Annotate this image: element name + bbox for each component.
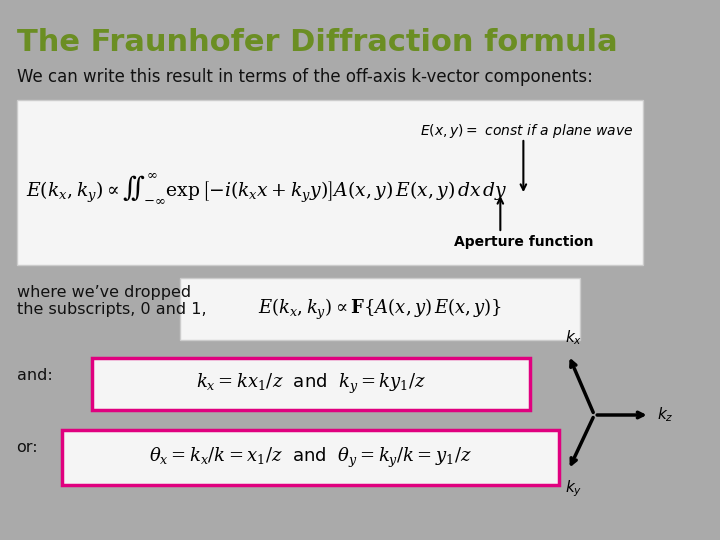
Text: where we’ve dropped
the subscripts, 0 and 1,: where we’ve dropped the subscripts, 0 an… <box>17 285 206 318</box>
Bar <box>62 430 559 485</box>
Bar <box>92 358 530 410</box>
Text: $E\left(k_x, k_y\right) \propto \int\!\!\int_{-\infty}^{\infty} \exp\left[-i\lef: $E\left(k_x, k_y\right) \propto \int\!\!… <box>26 170 508 205</box>
Text: Aperture function: Aperture function <box>454 235 593 249</box>
Text: $k_y$: $k_y$ <box>565 478 582 498</box>
Text: The Fraunhofer Diffraction formula: The Fraunhofer Diffraction formula <box>17 28 617 57</box>
Text: $k_z$: $k_z$ <box>657 406 674 424</box>
Text: $k_x$: $k_x$ <box>565 328 582 347</box>
Bar <box>180 278 580 340</box>
Text: $E(x,y) =$ const if a plane wave: $E(x,y) =$ const if a plane wave <box>420 122 634 140</box>
Text: $k_x = kx_1/z$  and  $k_y = ky_1/z$: $k_x = kx_1/z$ and $k_y = ky_1/z$ <box>196 372 426 396</box>
Text: We can write this result in terms of the off-axis k-vector components:: We can write this result in terms of the… <box>17 68 593 86</box>
Text: and:: and: <box>17 368 53 383</box>
Text: $E\left(k_x, k_y\right) \propto \mathbf{F}\left\{A(x,y)\,E(x,y)\right\}$: $E\left(k_x, k_y\right) \propto \mathbf{… <box>258 296 502 322</box>
Text: or:: or: <box>17 440 38 455</box>
Bar <box>17 100 643 265</box>
Text: $\theta_x = k_x/k = x_1/z$  and  $\theta_y = k_y/k = y_1/z$: $\theta_x = k_x/k = x_1/z$ and $\theta_y… <box>149 446 472 470</box>
